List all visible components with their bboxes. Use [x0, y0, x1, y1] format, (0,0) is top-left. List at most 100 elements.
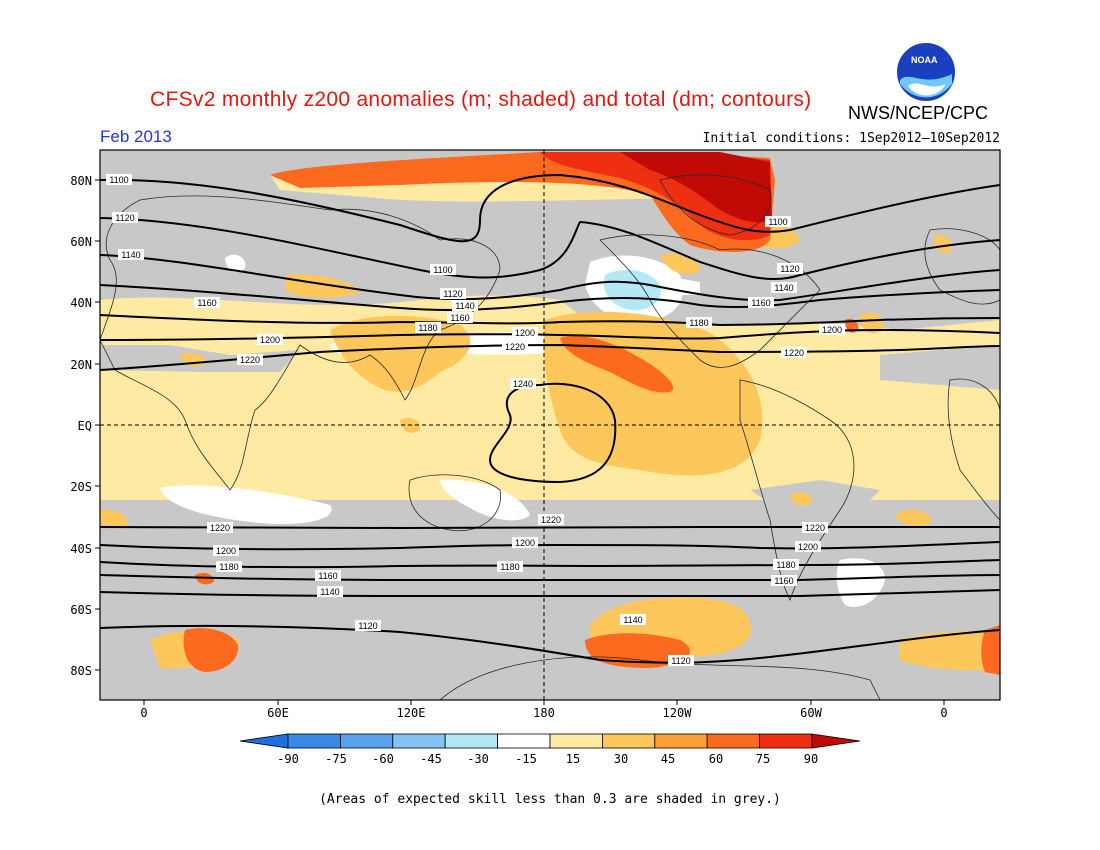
- lat-label: 80S: [70, 664, 92, 678]
- svg-text:1120: 1120: [671, 656, 690, 666]
- colorbar-label: 60: [708, 752, 724, 766]
- svg-text:1200: 1200: [515, 328, 535, 338]
- svg-text:1120: 1120: [115, 213, 134, 223]
- contour-label: 1240: [510, 378, 536, 389]
- contour-label: 1180: [686, 317, 712, 328]
- contour-label: 1200: [819, 324, 845, 335]
- svg-text:1100: 1100: [768, 217, 787, 227]
- svg-text:1140: 1140: [774, 283, 793, 293]
- svg-text:1180: 1180: [418, 323, 437, 333]
- svg-text:1220: 1220: [784, 348, 804, 358]
- svg-text:1220: 1220: [210, 523, 230, 533]
- colorbar-label: 75: [755, 752, 771, 766]
- contour-label: 1160: [315, 570, 341, 581]
- svg-text:1180: 1180: [219, 562, 238, 572]
- svg-text:1100: 1100: [109, 175, 128, 185]
- lon-label: 120W: [662, 706, 692, 720]
- height-contours: [100, 173, 1000, 664]
- contour-label: 1180: [415, 322, 441, 333]
- footnote: (Areas of expected skill less than 0.3 a…: [319, 792, 781, 807]
- axis-ticks: [95, 179, 945, 705]
- lat-label: 40N: [70, 296, 92, 310]
- continent-outlines: [100, 174, 1000, 700]
- contour-label: 1220: [237, 354, 263, 365]
- svg-text:1160: 1160: [751, 298, 770, 308]
- contour-label: 1140: [620, 614, 646, 625]
- lat-label: 20N: [70, 358, 92, 372]
- contour-label: 1160: [748, 297, 774, 308]
- colorbar-label: 90: [803, 752, 819, 766]
- contour-label: 1220: [781, 347, 807, 358]
- contour-label: 1160: [447, 312, 473, 323]
- svg-text:1220: 1220: [505, 342, 525, 352]
- svg-text:1140: 1140: [623, 615, 642, 625]
- lon-label: 60E: [267, 706, 289, 720]
- svg-text:1100: 1100: [433, 265, 452, 275]
- contour-label: 1180: [497, 561, 523, 572]
- contour-label: 1120: [355, 620, 381, 631]
- forecast-period: Feb 2013: [100, 127, 172, 146]
- lon-label: 60W: [800, 706, 822, 720]
- contour-label: 1100: [430, 264, 456, 275]
- strong-positive-areas: [183, 318, 1000, 675]
- svg-text:1220: 1220: [240, 355, 260, 365]
- svg-text:1120: 1120: [443, 289, 462, 299]
- svg-text:1120: 1120: [780, 264, 799, 274]
- svg-text:1200: 1200: [515, 538, 535, 548]
- svg-text:1220: 1220: [541, 515, 561, 525]
- contour-label: 1200: [257, 334, 283, 345]
- lon-label: 0: [940, 706, 948, 720]
- contour-label: 1140: [118, 249, 144, 260]
- contour-label: 1200: [213, 545, 239, 556]
- agency-label: NWS/NCEP/CPC: [848, 103, 989, 123]
- colorbar-label: -90: [277, 752, 299, 766]
- contour-labels: 1100 1120 1140 1160 1180 1200 1220 1100 …: [0, 0, 845, 666]
- svg-text:1200: 1200: [798, 542, 818, 552]
- contour-label: 1100: [765, 216, 791, 227]
- chart-title: CFSv2 monthly z200 anomalies (m; shaded)…: [150, 88, 812, 111]
- contour-label: 1200: [512, 327, 538, 338]
- initial-conditions: Initial conditions: 1Sep2012–10Sep2012: [702, 131, 1000, 146]
- svg-text:1200: 1200: [260, 335, 280, 345]
- contour-label: 1140: [0, 0, 19, 2]
- lat-label: 60S: [70, 603, 92, 617]
- svg-text:1160: 1160: [318, 571, 337, 581]
- contour-label: 1160: [0, 0, 19, 2]
- contour-label: 1140: [317, 586, 343, 597]
- svg-text:1140: 1140: [320, 587, 339, 597]
- svg-text:1240: 1240: [513, 379, 533, 389]
- contour-label: 1220: [502, 341, 528, 352]
- contour-label: 1140: [452, 300, 478, 311]
- svg-text:1140: 1140: [121, 250, 140, 260]
- contour-label: 1180: [216, 561, 242, 572]
- colorbar-label: -60: [372, 752, 394, 766]
- svg-text:1200: 1200: [822, 325, 842, 335]
- lat-label: 40S: [70, 542, 92, 556]
- colorbar-label: -15: [515, 752, 537, 766]
- svg-text:1200: 1200: [216, 546, 236, 556]
- colorbar-label: -45: [420, 752, 442, 766]
- colorbar-label: 30: [613, 752, 629, 766]
- svg-text:1160: 1160: [774, 576, 793, 586]
- logo-text: NOAA: [911, 55, 938, 65]
- contour-label: 1180: [773, 559, 799, 570]
- lat-label: 60N: [70, 235, 92, 249]
- contour-label: 1200: [795, 541, 821, 552]
- svg-text:1180: 1180: [689, 318, 708, 328]
- contour-label: 1120: [112, 212, 138, 223]
- lat-label: EQ: [77, 419, 92, 433]
- noaa-logo-icon: [895, 41, 957, 103]
- svg-text:1140: 1140: [455, 301, 474, 311]
- contour-label: 1160: [771, 575, 797, 586]
- svg-text:1180: 1180: [500, 562, 519, 572]
- contour-label: 1180: [766, 317, 792, 328]
- contour-label: 1120: [0, 0, 19, 2]
- colorbar-label: -30: [467, 752, 489, 766]
- contour-label: 1200: [512, 537, 538, 548]
- lon-label: 0: [140, 706, 148, 720]
- contour-label: 1220: [207, 522, 233, 533]
- svg-text:1160: 1160: [197, 298, 216, 308]
- arctic-positive-anomalies: [270, 152, 775, 252]
- contour-label: 1220: [802, 522, 828, 533]
